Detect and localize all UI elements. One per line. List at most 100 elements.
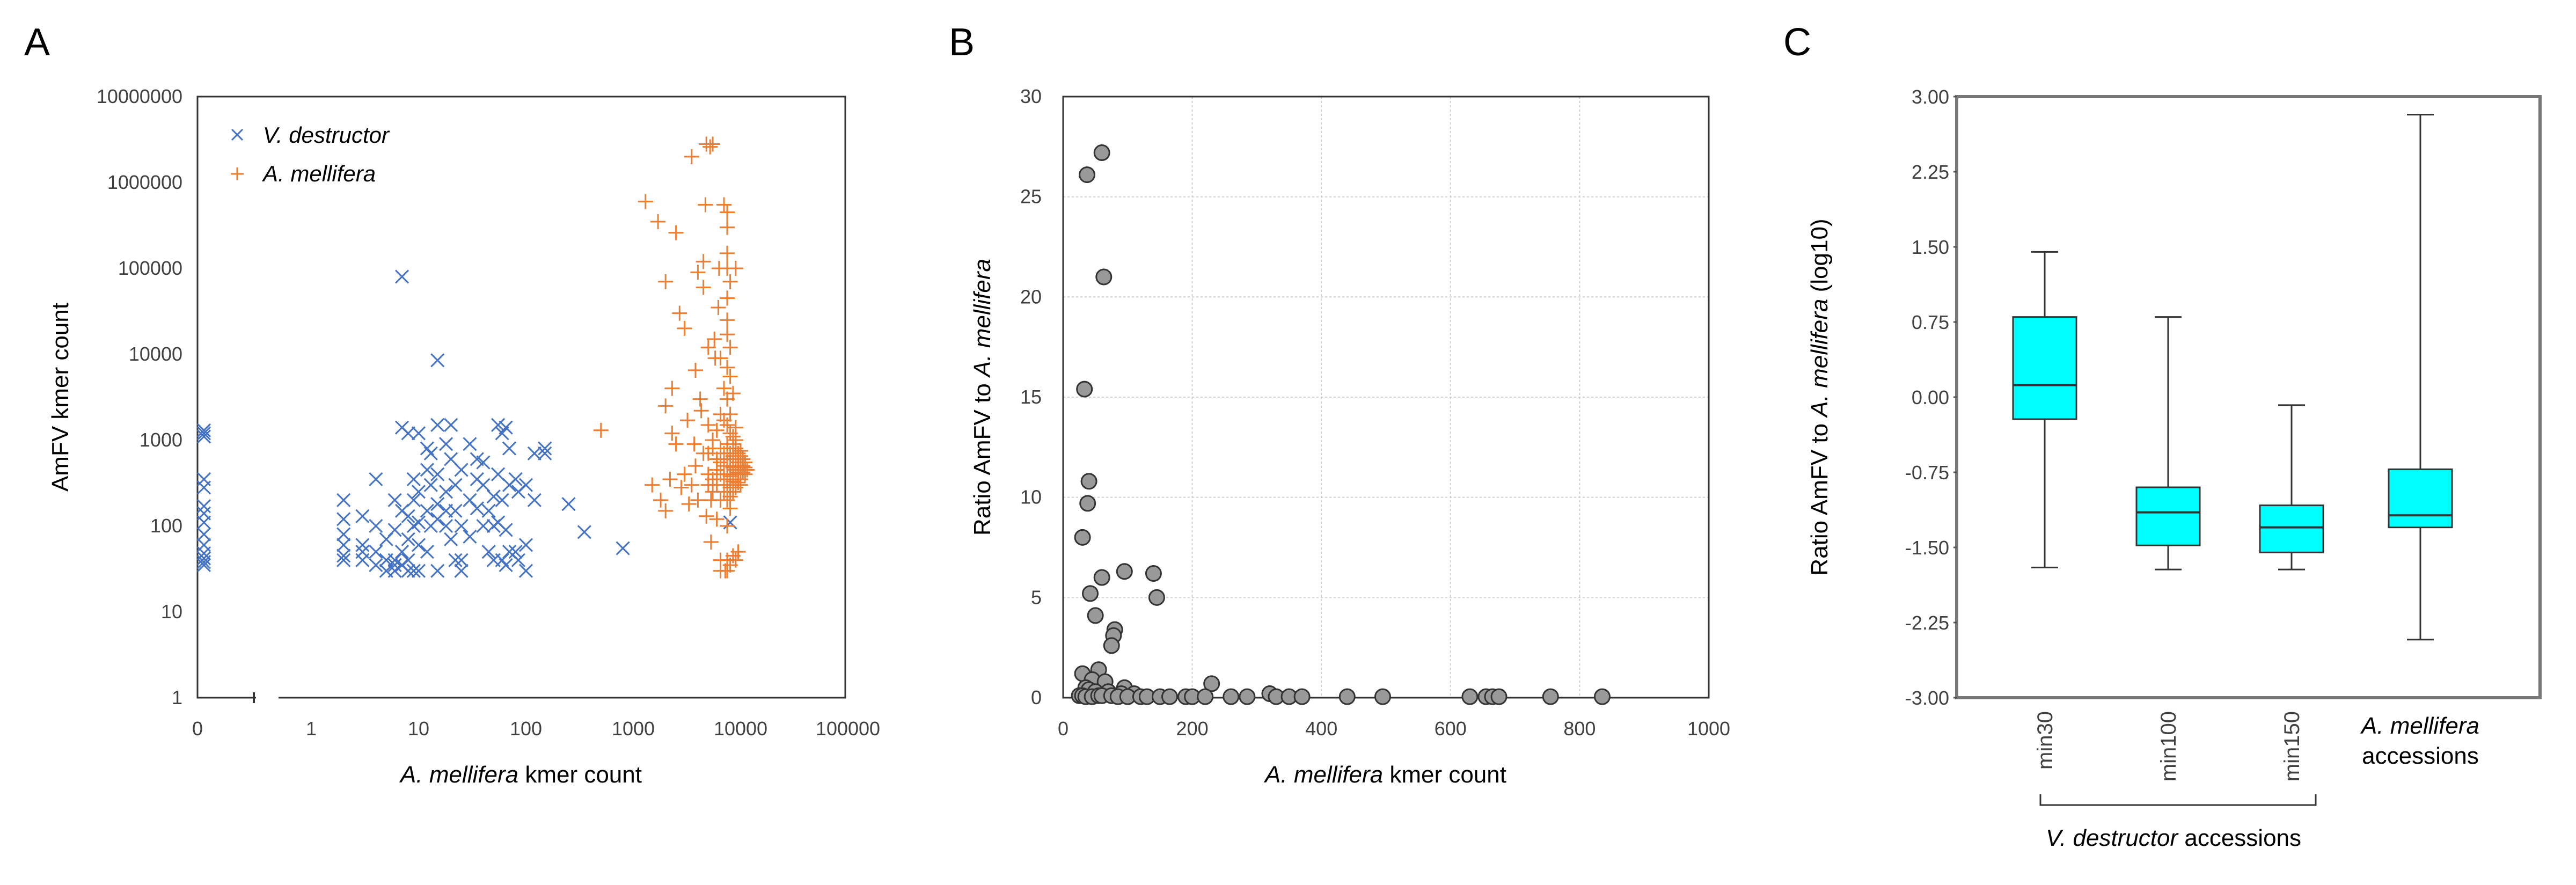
data-point-v-destructor — [538, 441, 552, 456]
data-point-v-destructor — [499, 420, 513, 435]
data-point-a-mellifera — [730, 475, 746, 491]
panel-a-legend: V. destructor A. mellifera — [231, 122, 390, 186]
data-point — [1093, 569, 1110, 586]
y-tick-label: 1 — [172, 686, 182, 708]
data-point-a-mellifera — [672, 305, 687, 321]
data-point-a-mellifera — [709, 462, 724, 478]
category-label: min30 — [2033, 711, 2057, 770]
legend-label-v-destructor: V. destructor — [263, 122, 390, 148]
data-point-a-mellifera — [684, 477, 699, 493]
data-point — [1594, 688, 1611, 705]
point-stroke — [196, 429, 211, 444]
point-stroke — [401, 509, 415, 523]
x-tick-label: 0 — [1058, 718, 1069, 740]
data-point-v-destructor — [196, 551, 211, 566]
y-tick-label: 3.00 — [1912, 86, 1949, 108]
data-point-v-destructor — [387, 493, 402, 507]
data-point-v-destructor — [406, 564, 421, 578]
data-point-v-destructor — [486, 489, 501, 504]
point-stroke — [196, 527, 211, 542]
category-label: min150 — [2280, 711, 2304, 781]
y-tick-label: 30 — [1020, 85, 1042, 107]
data-point-a-mellifera — [716, 381, 732, 396]
data-point-a-mellifera — [696, 254, 711, 269]
data-point-v-destructor — [423, 446, 438, 460]
data-point-a-mellifera — [702, 139, 718, 155]
point-stroke — [387, 493, 402, 507]
data-point-a-mellifera — [668, 225, 684, 240]
y-tick-label: -3.00 — [1905, 687, 1949, 709]
data-point-v-destructor — [481, 503, 496, 518]
iqr-box — [2012, 316, 2077, 420]
point-stroke — [438, 485, 453, 499]
data-point-v-destructor — [420, 545, 434, 559]
point-stroke — [401, 564, 415, 578]
point-stroke — [430, 418, 445, 432]
point-stroke — [394, 545, 409, 559]
data-point-v-destructor — [508, 472, 523, 487]
data-point-v-destructor — [430, 418, 445, 432]
data-point — [1374, 688, 1391, 705]
data-point-a-mellifera — [730, 544, 746, 560]
panel-b-y-ticks: 0 5 10 15 20 25 30 — [1020, 85, 1042, 708]
point-stroke — [454, 553, 469, 567]
data-point-v-destructor — [454, 553, 469, 567]
data-point-v-destructor — [369, 518, 383, 533]
panel-b-points — [1071, 144, 1611, 705]
data-point — [1203, 675, 1220, 692]
point-stroke — [430, 564, 445, 578]
data-point-a-mellifera — [740, 462, 755, 478]
data-point-a-mellifera — [728, 261, 743, 276]
data-point-v-destructor — [401, 532, 415, 546]
y-tick-label: 0.75 — [1912, 311, 1949, 333]
point-stroke — [196, 423, 211, 437]
point-stroke — [196, 499, 211, 514]
point-stroke — [401, 553, 415, 567]
data-point-v-destructor — [463, 437, 477, 451]
data-point-a-mellifera — [677, 466, 692, 482]
point-stroke — [420, 503, 434, 518]
data-point-a-mellifera — [650, 214, 666, 229]
point-stroke — [495, 493, 509, 507]
data-point-v-destructor — [369, 545, 383, 559]
panel-a-plot-frame — [196, 96, 846, 699]
data-point-v-destructor — [394, 545, 409, 559]
point-stroke — [387, 523, 402, 537]
data-point — [1079, 166, 1096, 184]
data-point — [1148, 589, 1165, 606]
data-point-v-destructor — [401, 509, 415, 523]
data-point — [1338, 688, 1356, 705]
panel-b-grid — [1063, 96, 1709, 698]
data-point-v-destructor — [454, 564, 469, 578]
data-point-v-destructor — [355, 509, 370, 523]
panel-a-x-ticks: 0 1 10 100 1000 10000 100000 — [192, 718, 880, 740]
point-stroke — [511, 553, 525, 567]
data-point-v-destructor — [196, 555, 211, 569]
data-point-a-mellifera — [716, 197, 732, 213]
point-stroke — [423, 446, 438, 460]
x-tick-label: 800 — [1563, 718, 1596, 740]
data-point-v-destructor — [387, 564, 402, 578]
data-point-v-destructor — [387, 558, 402, 573]
data-point-v-destructor — [430, 497, 445, 511]
point-stroke — [196, 480, 211, 495]
data-point-v-destructor — [411, 485, 426, 499]
data-point-a-mellifera — [709, 422, 724, 438]
data-point-a-mellifera — [722, 274, 738, 289]
panel-b-x-ticks: 0 200 400 600 800 1000 — [1058, 718, 1730, 740]
x-tick-label: 1 — [306, 718, 317, 740]
legend-marker-a-mellifera — [231, 167, 244, 180]
point-stroke — [577, 525, 591, 539]
data-point-a-mellifera — [664, 426, 680, 441]
point-stroke — [499, 558, 513, 573]
data-point-a-mellifera — [680, 413, 696, 428]
data-point-v-destructor — [411, 426, 426, 441]
point-stroke — [454, 564, 469, 578]
data-point-v-destructor — [336, 527, 351, 542]
data-point-v-destructor — [438, 437, 453, 451]
point-stroke — [430, 467, 445, 481]
data-point-v-destructor — [336, 493, 351, 507]
point-stroke — [476, 478, 491, 492]
y-tick-label: 100 — [150, 515, 182, 537]
point-stroke — [401, 532, 415, 546]
